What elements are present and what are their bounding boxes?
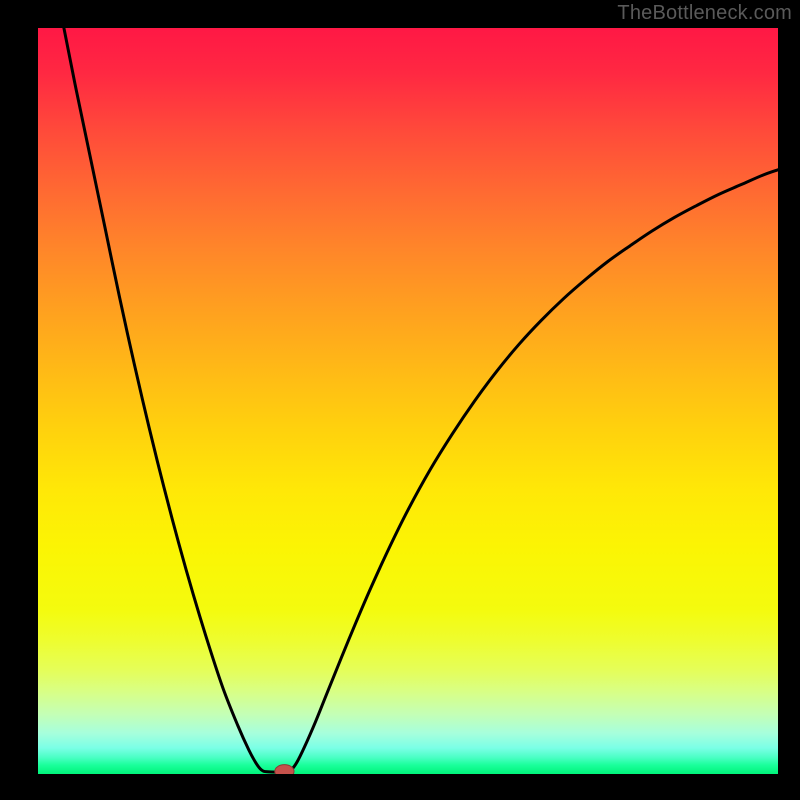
plot-background <box>38 28 778 774</box>
bottleneck-curve-chart <box>0 0 800 800</box>
chart-container: TheBottleneck.com <box>0 0 800 800</box>
watermark-text: TheBottleneck.com <box>617 2 792 25</box>
